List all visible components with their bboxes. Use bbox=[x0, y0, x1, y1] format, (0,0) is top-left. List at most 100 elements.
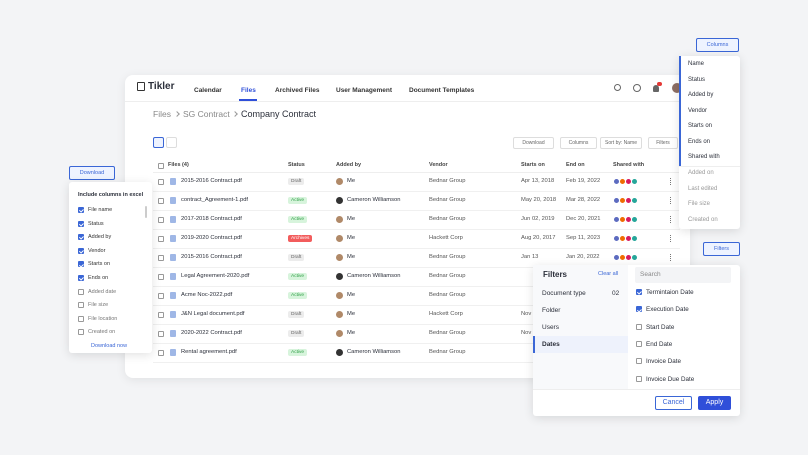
apply-button[interactable]: Apply bbox=[698, 396, 731, 410]
option-label: Created on bbox=[88, 329, 116, 336]
columns-panel bbox=[679, 56, 740, 229]
file-icon bbox=[170, 178, 176, 185]
header-divider bbox=[125, 101, 690, 102]
filter-checkbox[interactable] bbox=[636, 358, 642, 365]
column-header: Added by bbox=[336, 162, 362, 168]
visible-column[interactable]: Ends on bbox=[688, 138, 711, 145]
hidden-column[interactable]: Added on bbox=[688, 170, 714, 176]
nav-item[interactable]: Archived Files bbox=[275, 87, 320, 94]
row-checkbox[interactable] bbox=[158, 198, 164, 204]
hidden-column[interactable]: Last edited bbox=[688, 185, 718, 192]
row-menu[interactable] bbox=[670, 254, 672, 261]
table-row[interactable] bbox=[153, 249, 680, 268]
download-toggle[interactable]: Download bbox=[69, 166, 115, 180]
option-checkbox[interactable] bbox=[78, 220, 84, 227]
filter-checkbox[interactable] bbox=[636, 375, 642, 382]
filter-checkbox[interactable] bbox=[636, 306, 642, 313]
row-checkbox[interactable] bbox=[158, 179, 164, 185]
option-checkbox[interactable] bbox=[78, 261, 84, 268]
row-menu[interactable] bbox=[670, 178, 672, 185]
scrollbar bbox=[145, 206, 147, 218]
header-checkbox[interactable] bbox=[158, 163, 164, 169]
visible-column[interactable]: Starts on bbox=[688, 123, 713, 129]
table-row[interactable] bbox=[153, 268, 680, 287]
table-row[interactable] bbox=[153, 306, 680, 325]
row-checkbox[interactable] bbox=[158, 331, 164, 337]
search-icon[interactable] bbox=[614, 84, 621, 91]
help-icon[interactable] bbox=[633, 84, 641, 92]
clear-all[interactable]: Clear all bbox=[598, 271, 619, 277]
row-checkbox[interactable] bbox=[158, 217, 164, 223]
nav-item[interactable]: Files bbox=[241, 87, 256, 94]
download-now[interactable]: Download now bbox=[91, 343, 128, 349]
option-checkbox[interactable] bbox=[78, 247, 84, 254]
profile[interactable] bbox=[672, 83, 682, 93]
breadcrumb-item[interactable]: SG Contract bbox=[183, 109, 230, 119]
option-label: Starts on bbox=[88, 261, 111, 268]
nav-item[interactable]: User Management bbox=[336, 87, 392, 94]
option-checkbox[interactable] bbox=[78, 315, 84, 322]
table-row[interactable] bbox=[153, 211, 680, 230]
file-name: 2015-2016 Contract.pdf bbox=[181, 178, 242, 184]
filter-category[interactable]: Folder bbox=[542, 307, 561, 314]
table-row[interactable] bbox=[153, 173, 680, 192]
list-view[interactable] bbox=[153, 137, 164, 148]
download-button[interactable]: Download bbox=[513, 137, 554, 149]
columns-button[interactable]: Columns bbox=[560, 137, 597, 149]
filter-option: End Date bbox=[646, 340, 673, 348]
nav-item[interactable]: Calendar bbox=[194, 87, 222, 94]
option-checkbox[interactable] bbox=[78, 302, 84, 309]
grid-view[interactable] bbox=[166, 137, 177, 148]
row-menu[interactable] bbox=[670, 235, 672, 242]
table-row[interactable] bbox=[153, 230, 680, 249]
starts-on: Jan 13 bbox=[521, 254, 539, 260]
filter-checkbox[interactable] bbox=[636, 340, 642, 347]
filters-toggle[interactable]: Filters bbox=[703, 242, 740, 256]
hidden-column[interactable]: File size bbox=[688, 201, 711, 207]
filter-checkbox[interactable] bbox=[636, 323, 642, 330]
option-checkbox[interactable] bbox=[78, 288, 84, 295]
table-row[interactable] bbox=[153, 192, 680, 211]
filter-option: Invoice Date bbox=[646, 358, 682, 366]
filter-category[interactable]: Users bbox=[542, 324, 559, 331]
row-menu[interactable] bbox=[670, 197, 672, 204]
option-checkbox[interactable] bbox=[78, 275, 84, 281]
columns-toggle[interactable]: Columns bbox=[696, 38, 739, 52]
row-menu[interactable] bbox=[670, 216, 672, 223]
table-row[interactable] bbox=[153, 344, 680, 363]
breadcrumb-item[interactable]: Files bbox=[153, 109, 171, 119]
option-checkbox[interactable] bbox=[78, 207, 84, 213]
visible-column[interactable]: Shared with bbox=[688, 154, 720, 160]
filters-button[interactable]: Filters bbox=[648, 137, 678, 149]
option-checkbox[interactable] bbox=[78, 234, 84, 241]
status-pill: Active bbox=[288, 349, 308, 356]
shared-avatar bbox=[631, 235, 638, 242]
filter-category[interactable]: Dates bbox=[542, 341, 560, 348]
table-row[interactable] bbox=[153, 287, 680, 306]
visible-column[interactable]: Status bbox=[688, 76, 706, 83]
sort-button[interactable]: Sort by: Name bbox=[600, 137, 642, 149]
option-checkbox[interactable] bbox=[78, 329, 84, 336]
option-label: Status bbox=[88, 220, 104, 227]
added-by: Me bbox=[347, 254, 356, 260]
cancel-button[interactable]: Cancel bbox=[655, 396, 692, 410]
row-checkbox[interactable] bbox=[158, 255, 164, 261]
visible-column[interactable]: Added by bbox=[688, 92, 714, 98]
added-by: Cameron Williamson bbox=[347, 273, 401, 279]
starts-on: Nov bbox=[521, 311, 532, 317]
row-checkbox[interactable] bbox=[158, 350, 164, 356]
filter-category[interactable]: Document type bbox=[542, 290, 586, 297]
visible-column[interactable]: Vendor bbox=[688, 107, 708, 114]
filter-checkbox[interactable] bbox=[636, 289, 642, 295]
file-icon bbox=[170, 273, 176, 280]
table-row[interactable] bbox=[153, 325, 680, 344]
visible-column[interactable]: Name bbox=[688, 61, 705, 67]
row-checkbox[interactable] bbox=[158, 293, 164, 299]
hidden-column[interactable]: Created on bbox=[688, 216, 718, 223]
nav-item[interactable]: Document Templates bbox=[409, 87, 475, 94]
row-checkbox[interactable] bbox=[158, 312, 164, 318]
search-input[interactable]: Search bbox=[635, 267, 731, 283]
row-checkbox[interactable] bbox=[158, 274, 164, 280]
bell-icon[interactable] bbox=[653, 85, 659, 92]
row-checkbox[interactable] bbox=[158, 236, 164, 242]
